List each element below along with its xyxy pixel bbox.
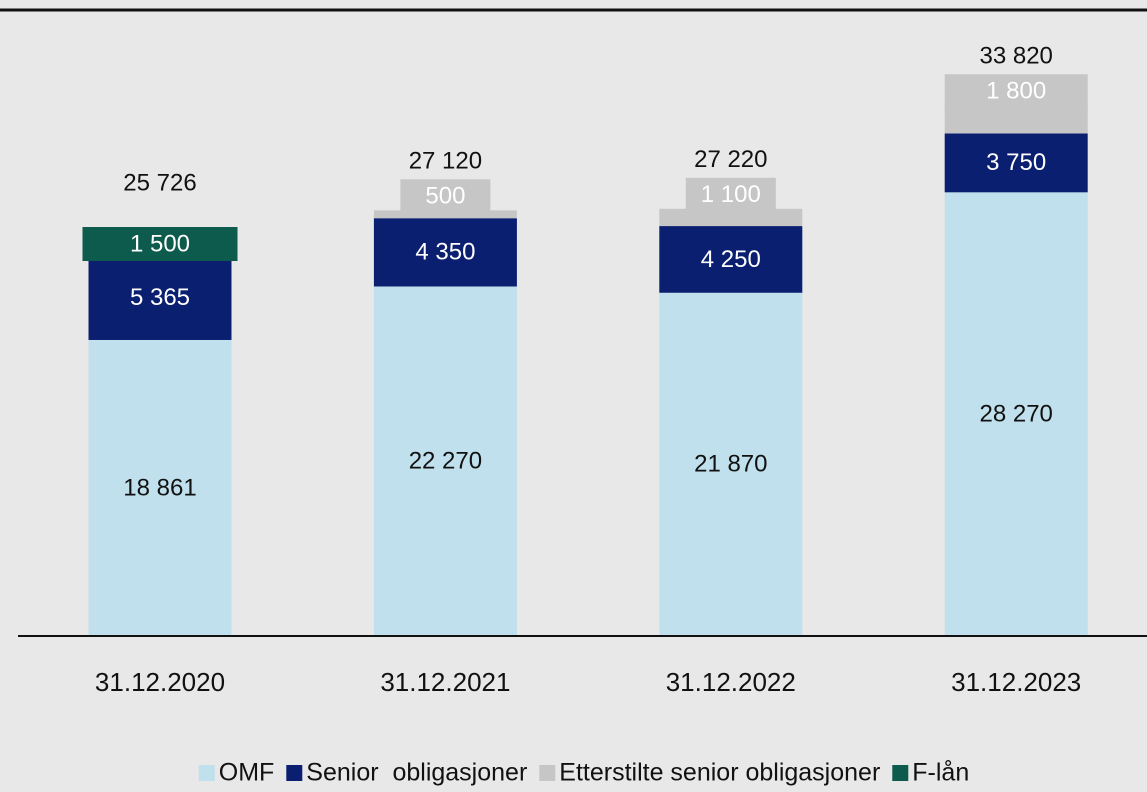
x-tick-label: 31.12.2020 xyxy=(95,667,225,697)
legend-swatch xyxy=(539,765,556,781)
total-label: 27 120 xyxy=(409,148,482,175)
x-tick-label: 31.12.2022 xyxy=(666,667,796,697)
bar-segment xyxy=(373,286,517,636)
x-tick-label: 31.12.2021 xyxy=(380,667,510,697)
bar-segment xyxy=(659,208,803,227)
bar-segment xyxy=(88,255,232,340)
legend-label: Senior obligasjoner xyxy=(306,759,527,787)
bar-segment xyxy=(88,339,232,636)
value-label: 1 100 xyxy=(701,181,761,208)
value-label: 500 xyxy=(425,183,465,210)
value-label: 18 861 xyxy=(123,474,196,501)
legend-label: Etterstilte senior obligasjoner xyxy=(559,759,880,787)
legend-swatch xyxy=(198,765,215,781)
bar-segment xyxy=(659,292,803,636)
value-label: 4 350 xyxy=(415,239,475,266)
total-label: 25 726 xyxy=(123,170,196,197)
x-tick-label: 31.12.2023 xyxy=(951,667,1081,697)
total-label: 33 820 xyxy=(979,43,1052,70)
value-label: 21 870 xyxy=(694,451,767,478)
value-label: 4 250 xyxy=(701,246,761,273)
value-label: 5 365 xyxy=(130,284,190,311)
label-box xyxy=(82,227,238,262)
bar-segment xyxy=(373,218,517,287)
value-label: 1 500 xyxy=(130,230,190,257)
value-label: 22 270 xyxy=(409,448,482,475)
total-label: 27 220 xyxy=(694,146,767,173)
legend-label: OMF xyxy=(219,759,275,787)
label-box xyxy=(685,177,776,212)
value-label: 3 750 xyxy=(986,149,1046,176)
legend-label: F-lån xyxy=(912,759,969,787)
bar-segment xyxy=(373,210,517,219)
bar-segment xyxy=(944,105,1088,134)
bar-segment xyxy=(659,226,803,293)
legend-swatch xyxy=(892,765,909,781)
label-box xyxy=(400,179,491,214)
legend-swatch xyxy=(286,765,303,781)
label-box xyxy=(944,74,1088,109)
value-label: 28 270 xyxy=(979,401,1052,428)
bar-segment xyxy=(944,133,1088,193)
bar-segment xyxy=(944,192,1088,636)
value-label: 1 800 xyxy=(986,78,1046,105)
